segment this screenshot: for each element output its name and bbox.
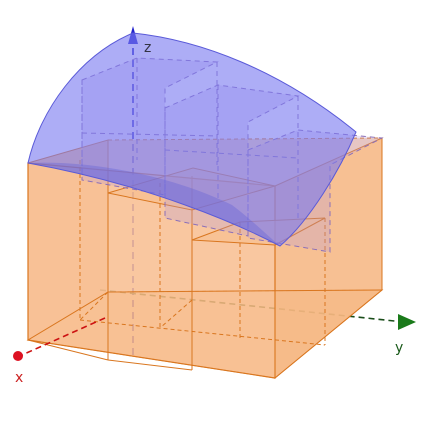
x-axis — [13, 317, 106, 361]
y-axis-arrowhead — [398, 314, 416, 330]
y-axis-label: y — [395, 340, 403, 356]
block-edge — [27, 339, 109, 361]
x-axis-label: x — [15, 370, 23, 386]
surface-fold-shadow — [28, 162, 280, 246]
x-axis-arrowhead — [13, 351, 23, 361]
block-edge — [159, 299, 193, 329]
surface — [27, 32, 357, 247]
block-edge — [107, 359, 193, 371]
surface-patch — [27, 32, 357, 247]
z-axis-label: z — [144, 40, 151, 56]
outer-box-bottom — [26, 289, 384, 379]
block-edge — [79, 319, 326, 346]
